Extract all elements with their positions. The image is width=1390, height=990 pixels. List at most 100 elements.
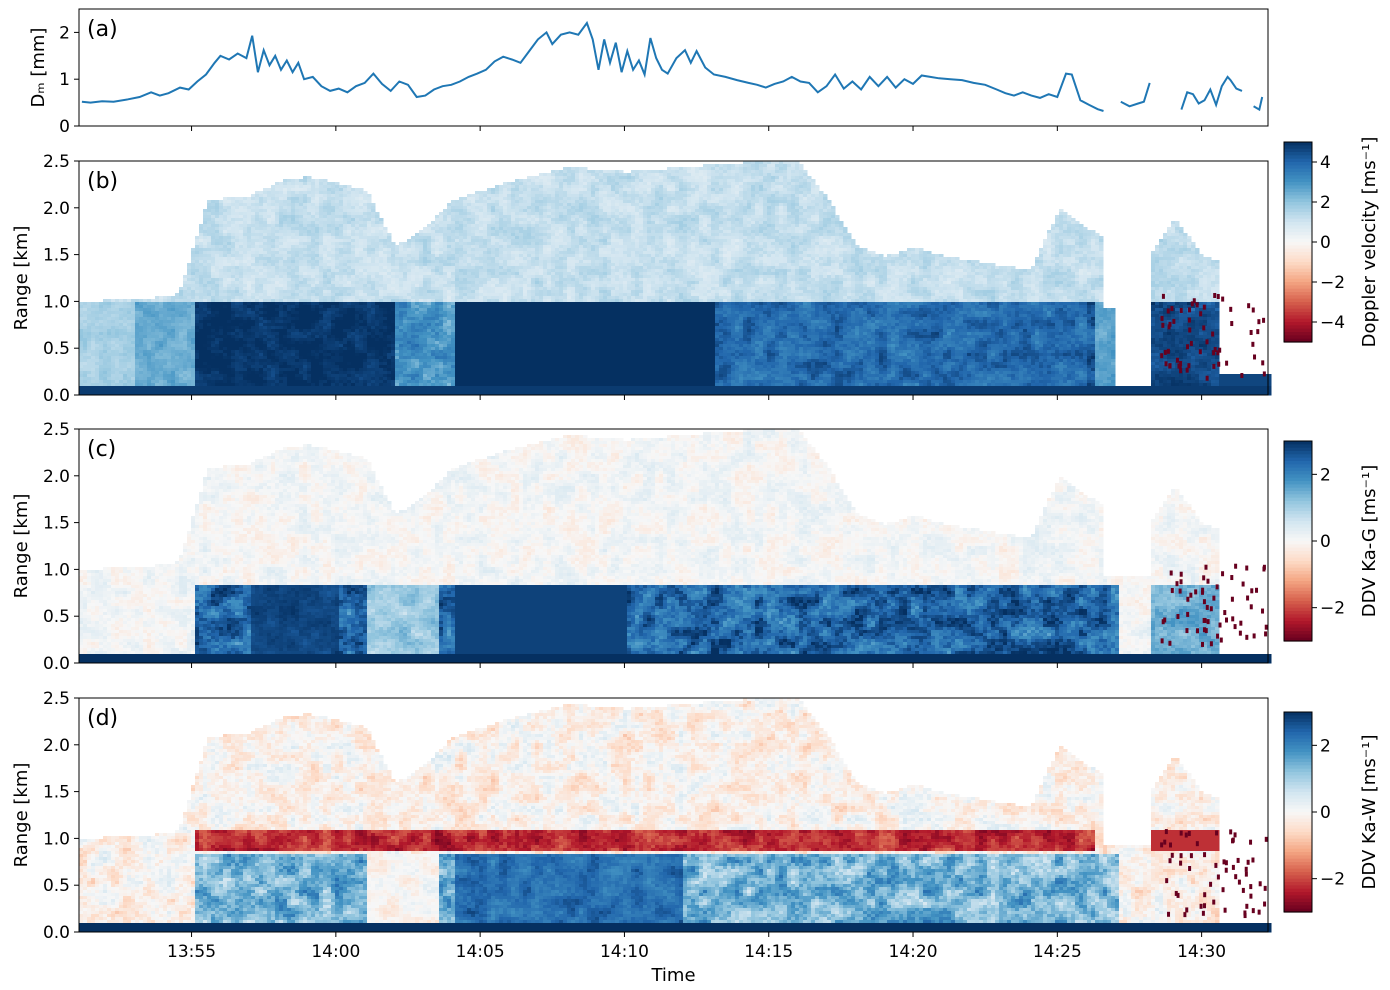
noise-pixel <box>1245 872 1248 877</box>
noise-pixel <box>1187 363 1190 368</box>
noise-pixel <box>1229 307 1232 312</box>
noise-pixel <box>1250 604 1253 609</box>
noise-pixel <box>1237 858 1240 863</box>
y-axis-label: Dₘ [mm] <box>28 28 49 108</box>
noise-pixel <box>1263 371 1266 376</box>
noise-pixel <box>1225 618 1228 623</box>
noise-pixel <box>1265 837 1268 842</box>
noise-pixel <box>1262 566 1265 571</box>
x-tick-label: 14:10 <box>600 942 649 962</box>
noise-pixel <box>1167 349 1170 354</box>
noise-pixel <box>1188 866 1191 871</box>
y-tick-label: 2.0 <box>43 467 70 487</box>
noise-pixel <box>1239 631 1242 636</box>
noise-pixel <box>1255 588 1258 593</box>
noise-pixel <box>1216 584 1219 589</box>
noise-pixel <box>1251 857 1254 862</box>
noise-pixel <box>1217 362 1220 367</box>
noise-pixel <box>1225 860 1228 865</box>
noise-pixel <box>1258 910 1261 915</box>
noise-pixel <box>1225 868 1228 873</box>
noise-pixel <box>1165 361 1168 366</box>
noise-pixel <box>1210 641 1213 646</box>
colorbar-tick-label: 4 <box>1320 153 1331 173</box>
noise-pixel <box>1189 593 1192 598</box>
noise-pixel <box>1232 865 1235 870</box>
noise-pixel <box>1231 597 1234 602</box>
noise-pixel <box>1171 853 1174 858</box>
noise-pixel <box>1225 361 1228 366</box>
noise-pixel <box>1177 364 1180 369</box>
noise-pixel <box>1204 618 1207 623</box>
noise-pixel <box>1180 853 1183 858</box>
noise-pixel <box>1203 599 1206 604</box>
noise-pixel <box>1169 858 1172 863</box>
noise-pixel <box>1168 641 1171 646</box>
noise-pixel <box>1193 298 1196 303</box>
panel-b: 0.00.51.01.52.02.5(b)Range [km]420−2−4 Do… <box>11 137 1380 406</box>
noise-pixel <box>1253 354 1256 359</box>
noise-pixel <box>1249 894 1252 899</box>
noise-pixel <box>1216 350 1219 355</box>
noise-pixel <box>1179 589 1182 594</box>
noise-pixel <box>1231 838 1234 843</box>
noise-pixel <box>1212 900 1215 905</box>
noise-pixel <box>1234 624 1237 629</box>
noise-pixel <box>1252 307 1255 312</box>
noise-pixel <box>1169 842 1172 847</box>
noise-pixel <box>1170 306 1173 311</box>
noise-pixel <box>1163 618 1166 623</box>
noise-pixel <box>1194 589 1197 594</box>
noise-pixel <box>1243 910 1246 915</box>
noise-pixel <box>1185 628 1188 633</box>
noise-pixel <box>1165 829 1168 834</box>
y-tick-label: 2.5 <box>43 152 70 172</box>
y-axis-label: Range [km] <box>11 763 32 868</box>
noise-pixel <box>1179 861 1182 866</box>
noise-pixel <box>1264 886 1267 891</box>
noise-pixel <box>1245 867 1248 872</box>
noise-pixel <box>1238 880 1241 885</box>
noise-pixel <box>1253 633 1256 638</box>
noise-pixel <box>1185 833 1188 838</box>
noise-pixel <box>1206 605 1209 610</box>
noise-pixel <box>1261 609 1264 614</box>
noise-pixel <box>1168 324 1171 329</box>
noise-pixel <box>1180 308 1183 313</box>
y-tick-label: 0.5 <box>43 339 70 359</box>
noise-pixel <box>1239 621 1242 626</box>
noise-pixel <box>1203 852 1206 857</box>
noise-pixel <box>1165 878 1168 883</box>
noise-pixel <box>1180 831 1183 836</box>
noise-pixel <box>1167 912 1170 917</box>
noise-pixel <box>1262 318 1265 323</box>
noise-pixel <box>1200 904 1203 909</box>
dm-line-segment <box>1254 97 1263 110</box>
noise-pixel <box>1214 347 1217 352</box>
noise-pixel <box>1186 597 1189 602</box>
noise-pixel <box>1196 628 1199 633</box>
noise-pixel <box>1186 612 1189 617</box>
noise-pixel <box>1234 564 1237 569</box>
colorbar-label: DDV Ka-W [ms⁻¹] <box>1359 735 1380 890</box>
noise-pixel <box>1203 305 1206 310</box>
noise-pixel <box>1231 616 1234 621</box>
y-tick-label: 2.0 <box>43 199 70 219</box>
x-tick-label: 13:55 <box>167 942 216 962</box>
noise-pixel <box>1221 297 1224 302</box>
noise-pixel <box>1264 631 1267 636</box>
noise-pixel <box>1161 316 1164 321</box>
y-tick-label: 2.5 <box>43 689 70 709</box>
noise-pixel <box>1209 882 1212 887</box>
noise-pixel <box>1256 329 1259 334</box>
noise-pixel <box>1188 307 1191 312</box>
colorbar-tick-label: 0 <box>1320 803 1331 823</box>
noise-pixel <box>1185 907 1188 912</box>
dm-line-segment <box>82 23 1104 111</box>
noise-pixel <box>1164 350 1167 355</box>
noise-pixel <box>1247 860 1250 865</box>
noise-pixel <box>1169 363 1172 368</box>
y-tick-label: 0.5 <box>43 607 70 627</box>
noise-pixel <box>1180 572 1183 577</box>
